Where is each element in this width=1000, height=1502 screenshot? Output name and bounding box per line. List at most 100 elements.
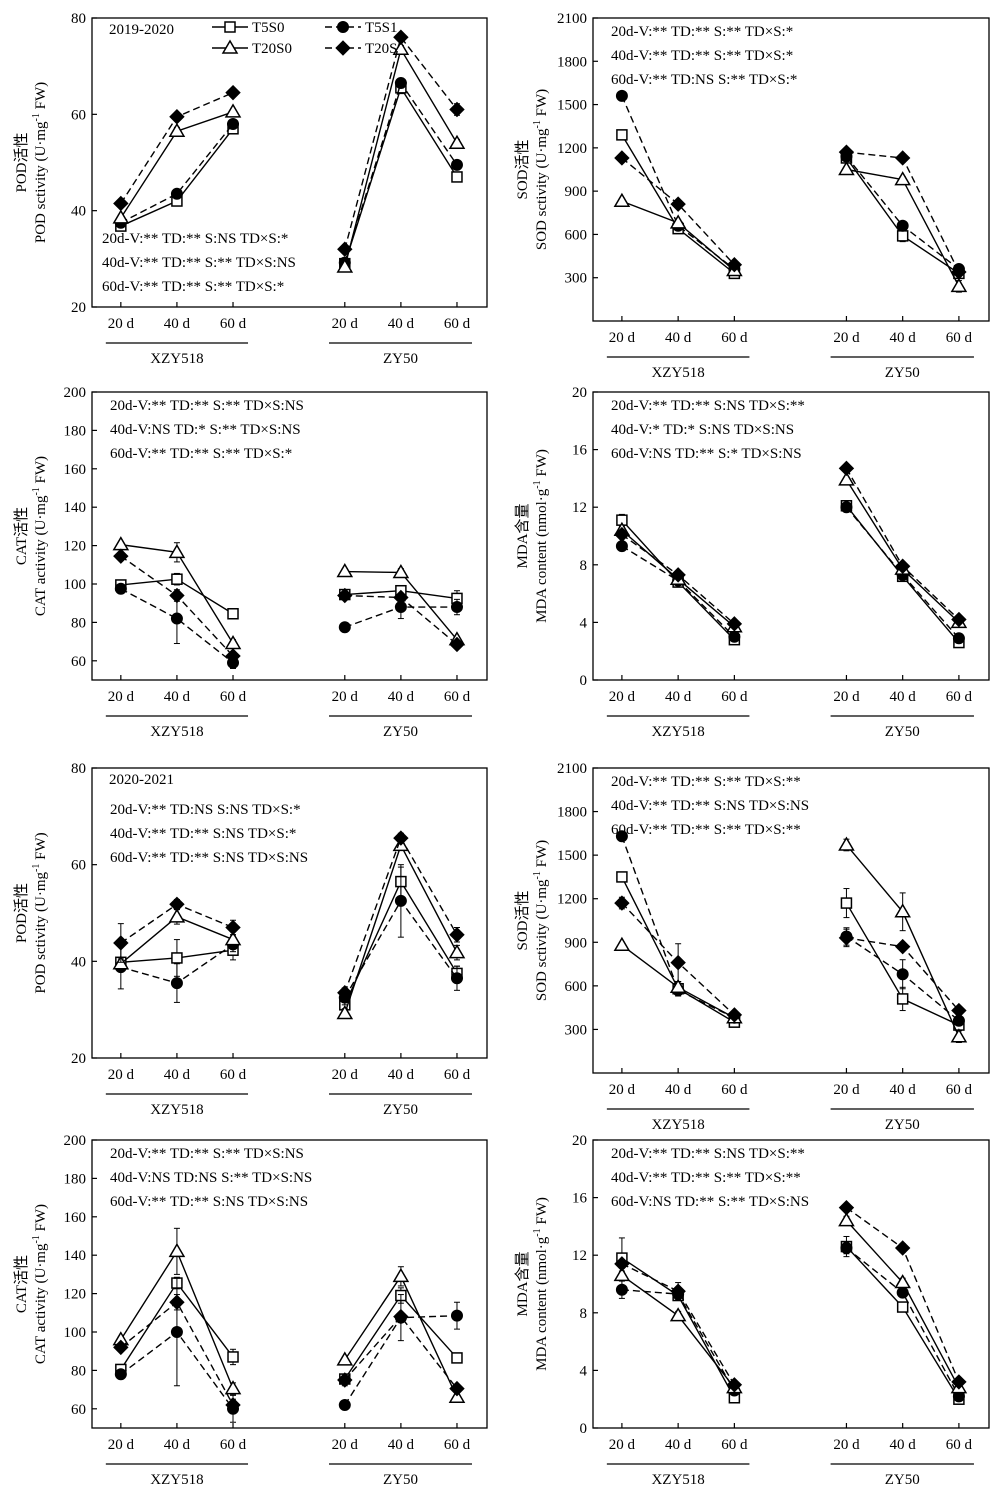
y-axis-label-sup: -1	[31, 487, 42, 495]
y-tick-label: 80	[71, 1363, 86, 1379]
plot-frame	[592, 1139, 990, 1429]
x-tick-label: 60 d	[220, 1067, 247, 1083]
stat-line: 20d-V:** TD:NS S:NS TD×S:*	[110, 802, 301, 818]
stat-line: 60d-V:** TD:** S:NS TD×S:NS	[110, 850, 308, 866]
y-axis-label-unit: FW)	[534, 1197, 550, 1228]
legend-label: T20S0	[252, 41, 292, 57]
y-tick-label: 8	[580, 558, 588, 574]
data-point	[951, 1374, 967, 1390]
y-tick-label: 300	[565, 271, 588, 287]
data-point	[449, 636, 465, 653]
y-tick-label: 160	[64, 1210, 87, 1226]
plot-frame	[91, 767, 488, 1059]
stat-line: 20d-V:** TD:** S:** TD×S:NS	[110, 398, 304, 414]
y-axis-label-cn: CAT活性	[13, 1255, 30, 1313]
series-t5s1	[615, 89, 965, 276]
x-tick-label: 40 d	[665, 689, 692, 705]
y-axis-label: CAT活性 CAT activity (U·mg-1 FW)	[13, 1204, 49, 1364]
data-point	[168, 908, 186, 923]
y-axis-label-sup: -1	[31, 1235, 42, 1243]
x-tick-label: 20 d	[609, 689, 636, 705]
x-tick-label: 40 d	[164, 316, 191, 332]
data-point	[838, 144, 855, 160]
data-point	[393, 830, 409, 846]
series-line	[845, 506, 960, 639]
legend-label: T5S0	[252, 20, 285, 36]
data-point	[113, 548, 129, 564]
y-axis-label-cn: CAT活性	[13, 507, 30, 565]
y-tick-label: 80	[71, 615, 86, 631]
series-line	[344, 1315, 458, 1390]
data-point	[896, 993, 909, 1005]
x-tick-label: 20 d	[332, 689, 359, 705]
y-tick-label: 80	[71, 761, 86, 777]
panel-7: 60 80 100 120 140 160 180 200 20 d 40 d 60 d 20 d 40…	[13, 1133, 488, 1488]
x-tick-label: 20 d	[833, 330, 860, 346]
panel-1: 20 40 60 80 20 d 40 d 60 d 20 d 40 d 60 d XZY518 ZY…	[13, 11, 488, 367]
x-tick-label: 20 d	[108, 1437, 135, 1453]
data-point	[726, 257, 743, 273]
group-label: XZY518	[150, 724, 203, 740]
x-tick-label: 20 d	[609, 330, 636, 346]
x-tick-label: 20 d	[332, 316, 359, 332]
x-tick-label: 40 d	[890, 689, 917, 705]
plot-frame	[91, 1139, 488, 1429]
data-point	[838, 930, 855, 946]
group-label: ZY50	[885, 1117, 920, 1133]
data-point	[614, 895, 630, 911]
y-axis-label-unit: FW)	[534, 89, 550, 120]
data-point	[114, 582, 127, 595]
y-axis-label-cn: SOD活性	[514, 890, 531, 950]
data-point	[169, 1294, 185, 1310]
y-tick-label: 16	[572, 1191, 588, 1207]
data-point	[451, 1352, 463, 1364]
y-tick-label: 900	[565, 184, 588, 200]
panel-5: 20 40 60 80 20 d 40 d 60 d 20 d 40 d 60 d XZY518 ZY…	[13, 761, 488, 1118]
y-tick-label: 12	[572, 500, 587, 516]
x-tick-label: 20 d	[332, 1437, 359, 1453]
data-point	[950, 1028, 968, 1043]
y-axis-label-en: SOD sctivity (U·mg	[534, 879, 550, 1001]
data-point	[613, 192, 631, 207]
y-axis-label-sup: -1	[31, 113, 42, 121]
y-axis-label: POD活性 POD sctivity (U·mg-1 FW)	[13, 82, 49, 243]
stat-line: 40d-V:* TD:* S:NS TD×S:NS	[611, 422, 794, 438]
data-point	[337, 241, 353, 257]
group-label: XZY518	[651, 1117, 704, 1133]
series-t5s0	[616, 129, 965, 280]
data-point	[838, 1199, 855, 1216]
data-point	[113, 935, 129, 951]
y-axis-label-en: MDA content (nmol·g	[534, 488, 550, 623]
data-point	[840, 897, 853, 909]
series-t5s0	[115, 1276, 463, 1385]
group-label: ZY50	[885, 365, 920, 381]
series-t20s1	[614, 144, 967, 280]
y-tick-label: 20	[572, 1133, 587, 1149]
data-point	[449, 1380, 465, 1397]
data-point	[168, 543, 186, 559]
y-tick-label: 2100	[557, 761, 587, 777]
y-tick-label: 20	[572, 385, 587, 401]
data-point	[894, 903, 911, 918]
x-tick-label: 60 d	[946, 330, 973, 346]
panel-6: 300 600 900 1200 1500 1800 2100 20 d 40 d 60 d 20 …	[514, 761, 990, 1133]
y-tick-label: 60	[71, 654, 86, 670]
data-point	[224, 931, 242, 946]
y-axis-label-sup: -1	[532, 480, 543, 488]
data-point	[951, 264, 967, 280]
series-line	[845, 467, 960, 621]
panel-8: 0 4 8 12 16 20 20 d 40 d 60 d 20 d 40 d 60 d XZY518 Z…	[514, 1133, 990, 1488]
data-point	[894, 558, 911, 574]
y-tick-label: 20	[71, 300, 86, 316]
data-point	[336, 1005, 354, 1020]
y-axis-label-en: POD sctivity (U·mg	[33, 871, 49, 993]
y-axis-label: CAT活性 CAT activity (U·mg-1 FW)	[13, 456, 49, 616]
data-point	[113, 195, 129, 212]
y-axis-label-cn: MDA含量	[514, 1251, 531, 1316]
y-axis-label-unit: FW)	[33, 1204, 49, 1235]
data-point	[896, 219, 909, 232]
group-label: ZY50	[383, 1472, 418, 1488]
group-label: XZY518	[651, 1472, 704, 1488]
x-tick-label: 20 d	[332, 1067, 359, 1083]
